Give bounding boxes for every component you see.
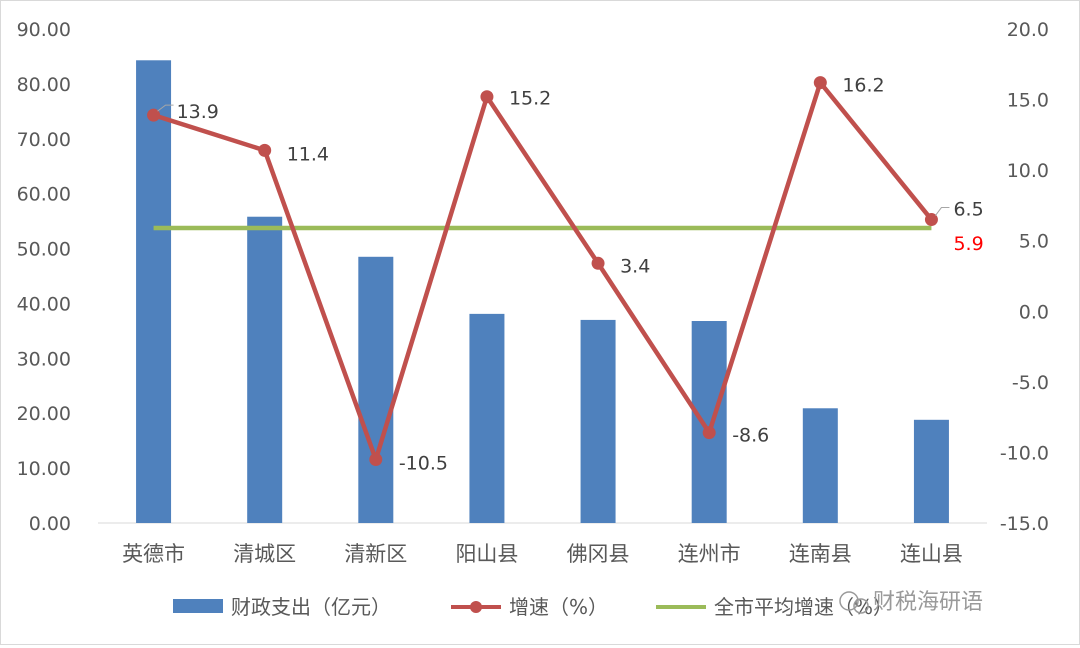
growth-line: [152, 80, 934, 462]
y-left-tick-label: 20.00: [17, 403, 71, 425]
y-right-tick-label: 15.0: [1007, 90, 1049, 112]
y-left-tick-label: 70.00: [17, 129, 71, 151]
growth-point: [924, 213, 938, 227]
x-category-label: 连州市: [678, 542, 741, 566]
data-labels: 13.9 11.4 -10.5 15.2 3.4 -8.6 16.2 6.5 5.9: [157, 75, 984, 474]
growth-data-label: 6.5: [953, 199, 983, 221]
growth-point: [813, 76, 827, 90]
y-right-tick-label: 5.0: [1019, 231, 1049, 253]
wechat-icon: [853, 598, 869, 614]
y-right-tick-label: 0.0: [1019, 301, 1049, 323]
growth-data-label: -10.5: [399, 452, 448, 474]
y-right-tick-label: -5.0: [1012, 372, 1049, 394]
y-right-tick-label: -10.0: [1000, 442, 1049, 464]
bar: [691, 321, 727, 523]
y-left-tick-label: 50.00: [17, 239, 71, 261]
bar: [358, 256, 394, 523]
legend-label: 增速（%）: [509, 595, 608, 619]
x-category-label: 英德市: [122, 542, 185, 566]
y-right-tick-label: 20.0: [1007, 19, 1049, 41]
y-right-tick-label: 10.0: [1007, 160, 1049, 182]
y-left-tick-label: 10.00: [17, 458, 71, 480]
y-left-tick-label: 0.00: [29, 513, 71, 535]
average-data-label: 5.9: [953, 233, 983, 255]
watermark-text: 财税海研语: [873, 590, 983, 615]
x-category-label: 清新区: [344, 542, 407, 566]
x-category-label: 佛冈县: [567, 542, 630, 566]
y-left-tick-label: 40.00: [17, 293, 71, 315]
legend: 财政支出（亿元） 增速（%） 全市平均增速（%）: [173, 595, 893, 619]
y-left-tick-label: 90.00: [17, 19, 71, 41]
y-left-tick-label: 30.00: [17, 348, 71, 370]
growth-series: [147, 76, 938, 466]
legend-label: 全市平均增速（%）: [714, 595, 893, 619]
growth-point: [480, 90, 494, 104]
wechat-icon: [839, 591, 859, 611]
growth-point: [258, 143, 272, 157]
x-category-label: 清城区: [233, 542, 296, 566]
legend-marker: [470, 601, 482, 613]
label-leader-line: [157, 104, 174, 112]
x-category-label: 阳山县: [455, 542, 518, 566]
bar-series: [136, 60, 949, 523]
bar: [802, 408, 838, 523]
growth-data-label: -8.6: [732, 425, 769, 447]
legend-label: 财政支出（亿元）: [231, 595, 391, 619]
watermark: 财税海研语: [839, 590, 983, 615]
bar: [247, 216, 283, 523]
growth-point: [702, 426, 716, 440]
growth-point: [147, 108, 161, 122]
y-left-tick-label: 80.00: [17, 74, 71, 96]
y-right-tick-label: -15.0: [1000, 513, 1049, 535]
growth-data-label: 11.4: [287, 143, 329, 165]
bar: [913, 419, 949, 523]
x-category-label: 连山县: [900, 542, 963, 566]
bar: [469, 313, 505, 523]
growth-data-label: 15.2: [509, 88, 551, 110]
label-leader-line: [935, 207, 950, 216]
growth-data-label: 3.4: [620, 255, 650, 277]
growth-data-label: 16.2: [842, 75, 884, 97]
growth-data-label: 13.9: [177, 101, 219, 123]
y-left-tick-label: 60.00: [17, 184, 71, 206]
growth-point: [591, 256, 605, 270]
chart-axes: 0.00 10.00 20.00 30.00 40.00 50.00 60.00 70.00 8…: [17, 19, 1049, 566]
bar: [580, 319, 616, 523]
growth-point: [369, 452, 383, 466]
x-category-label: 连南县: [789, 542, 852, 566]
legend-bar-swatch: [173, 599, 223, 613]
bar: [136, 60, 172, 523]
